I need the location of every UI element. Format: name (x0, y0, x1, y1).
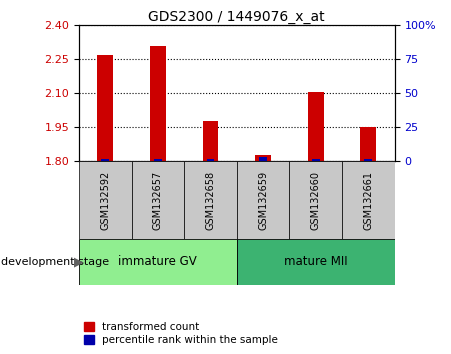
Text: mature MII: mature MII (284, 256, 348, 268)
Text: GSM132661: GSM132661 (364, 171, 373, 229)
Bar (290, 161, 342, 239)
Bar (79, 161, 132, 239)
Text: GSM132659: GSM132659 (258, 170, 268, 230)
Bar (259, 157, 267, 161)
Text: GSM132592: GSM132592 (100, 170, 110, 230)
Bar (342, 161, 395, 239)
Bar (79, 239, 237, 285)
Bar (184, 161, 237, 239)
Bar (364, 159, 372, 161)
Bar (97, 56, 113, 161)
Text: GSM132658: GSM132658 (206, 170, 216, 230)
Bar (150, 46, 166, 161)
Bar (207, 159, 214, 161)
Bar (360, 127, 376, 161)
Bar (132, 161, 184, 239)
Bar (154, 159, 162, 161)
Bar (308, 92, 324, 161)
Bar (237, 161, 290, 239)
Title: GDS2300 / 1449076_x_at: GDS2300 / 1449076_x_at (148, 10, 325, 24)
Legend: transformed count, percentile rank within the sample: transformed count, percentile rank withi… (84, 322, 278, 345)
Bar (312, 159, 320, 161)
Bar (202, 121, 218, 161)
Text: ▶: ▶ (74, 256, 83, 268)
Text: development stage: development stage (1, 257, 110, 267)
Text: GSM132657: GSM132657 (153, 170, 163, 230)
Text: immature GV: immature GV (119, 256, 197, 268)
Bar (237, 239, 395, 285)
Bar (255, 155, 271, 161)
Text: GSM132660: GSM132660 (311, 171, 321, 229)
Bar (101, 159, 109, 161)
